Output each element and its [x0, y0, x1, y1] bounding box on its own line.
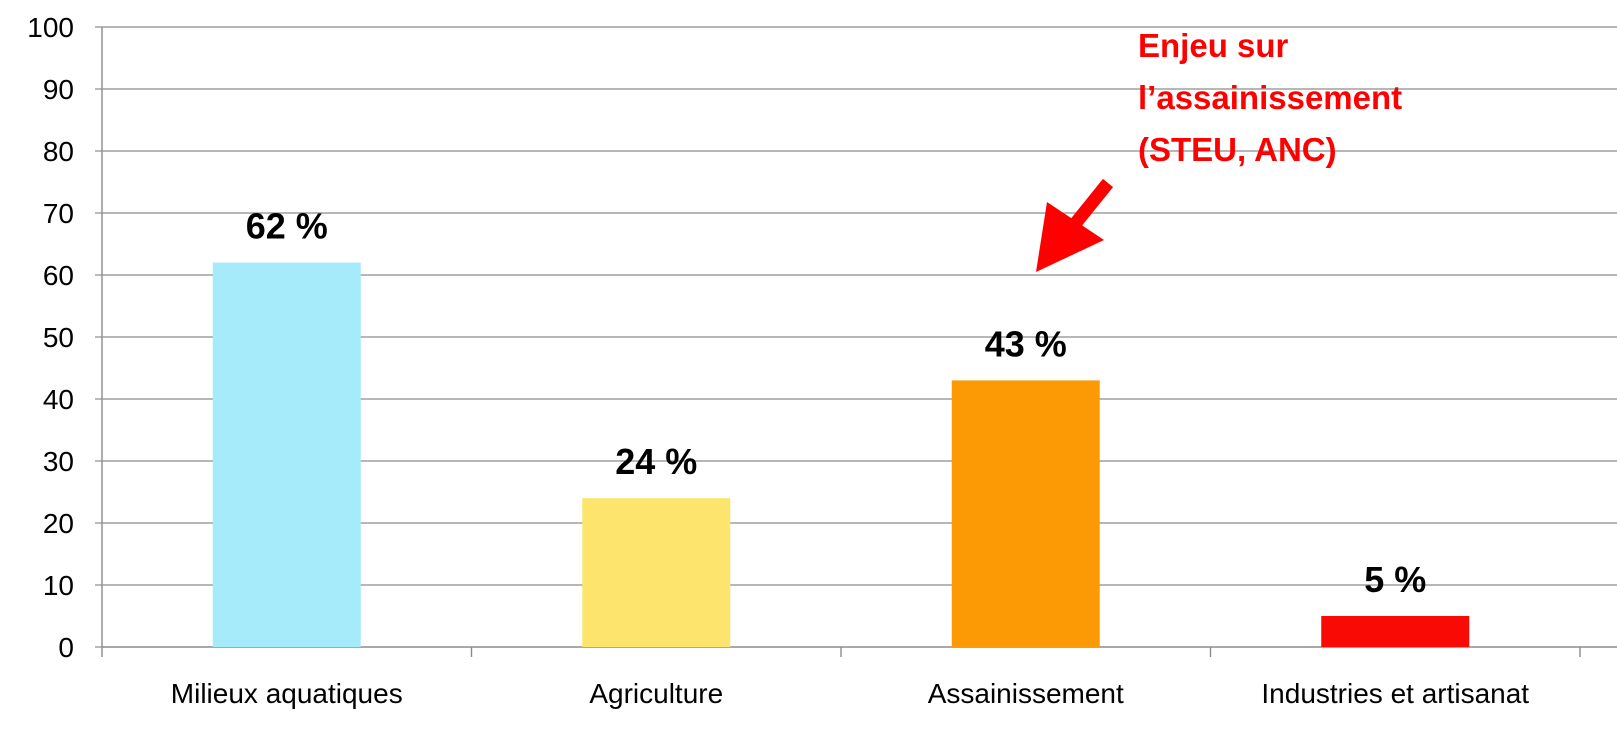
data-label: 5 % — [1364, 559, 1426, 600]
y-tick-label: 90 — [43, 74, 74, 105]
category-label: Assainissement — [928, 678, 1124, 709]
y-tick-label: 100 — [27, 12, 74, 43]
data-labels: 62 % 24 % 43 % 5 % — [246, 206, 1427, 600]
y-tick-label: 80 — [43, 136, 74, 167]
y-tick-label: 30 — [43, 446, 74, 477]
bar — [1321, 616, 1470, 647]
data-label: 24 % — [615, 441, 697, 482]
y-tick-label: 70 — [43, 198, 74, 229]
annotation-text: Enjeu sur l’assainissement (STEU, ANC) — [1138, 27, 1411, 168]
x-axis-categories: Milieux aquatiques Agriculture Assainissem… — [171, 678, 1530, 709]
y-tick-label: 10 — [43, 570, 74, 601]
bar — [951, 380, 1100, 647]
y-tick-label: 20 — [43, 508, 74, 539]
bar — [212, 262, 361, 647]
annotation: Enjeu sur l’assainissement (STEU, ANC) — [1036, 27, 1411, 272]
y-tick-label: 50 — [43, 322, 74, 353]
bar — [582, 498, 731, 647]
category-label: Milieux aquatiques — [171, 678, 403, 709]
y-tick-label: 40 — [43, 384, 74, 415]
annotation-line-3: (STEU, ANC) — [1138, 131, 1337, 168]
annotation-arrow-head — [1036, 202, 1104, 272]
category-label: Agriculture — [589, 678, 723, 709]
annotation-line-2: l’assainissement — [1138, 79, 1402, 116]
data-label: 43 % — [985, 323, 1067, 364]
y-tick-label: 0 — [58, 632, 74, 663]
bars — [212, 262, 1470, 647]
data-label: 62 % — [246, 206, 328, 247]
annotation-line-1: Enjeu sur — [1138, 27, 1289, 64]
y-axis-ticks: 0 10 20 30 40 50 60 70 80 90 100 — [27, 12, 102, 663]
category-label: Industries et artisanat — [1261, 678, 1529, 709]
y-tick-label: 60 — [43, 260, 74, 291]
